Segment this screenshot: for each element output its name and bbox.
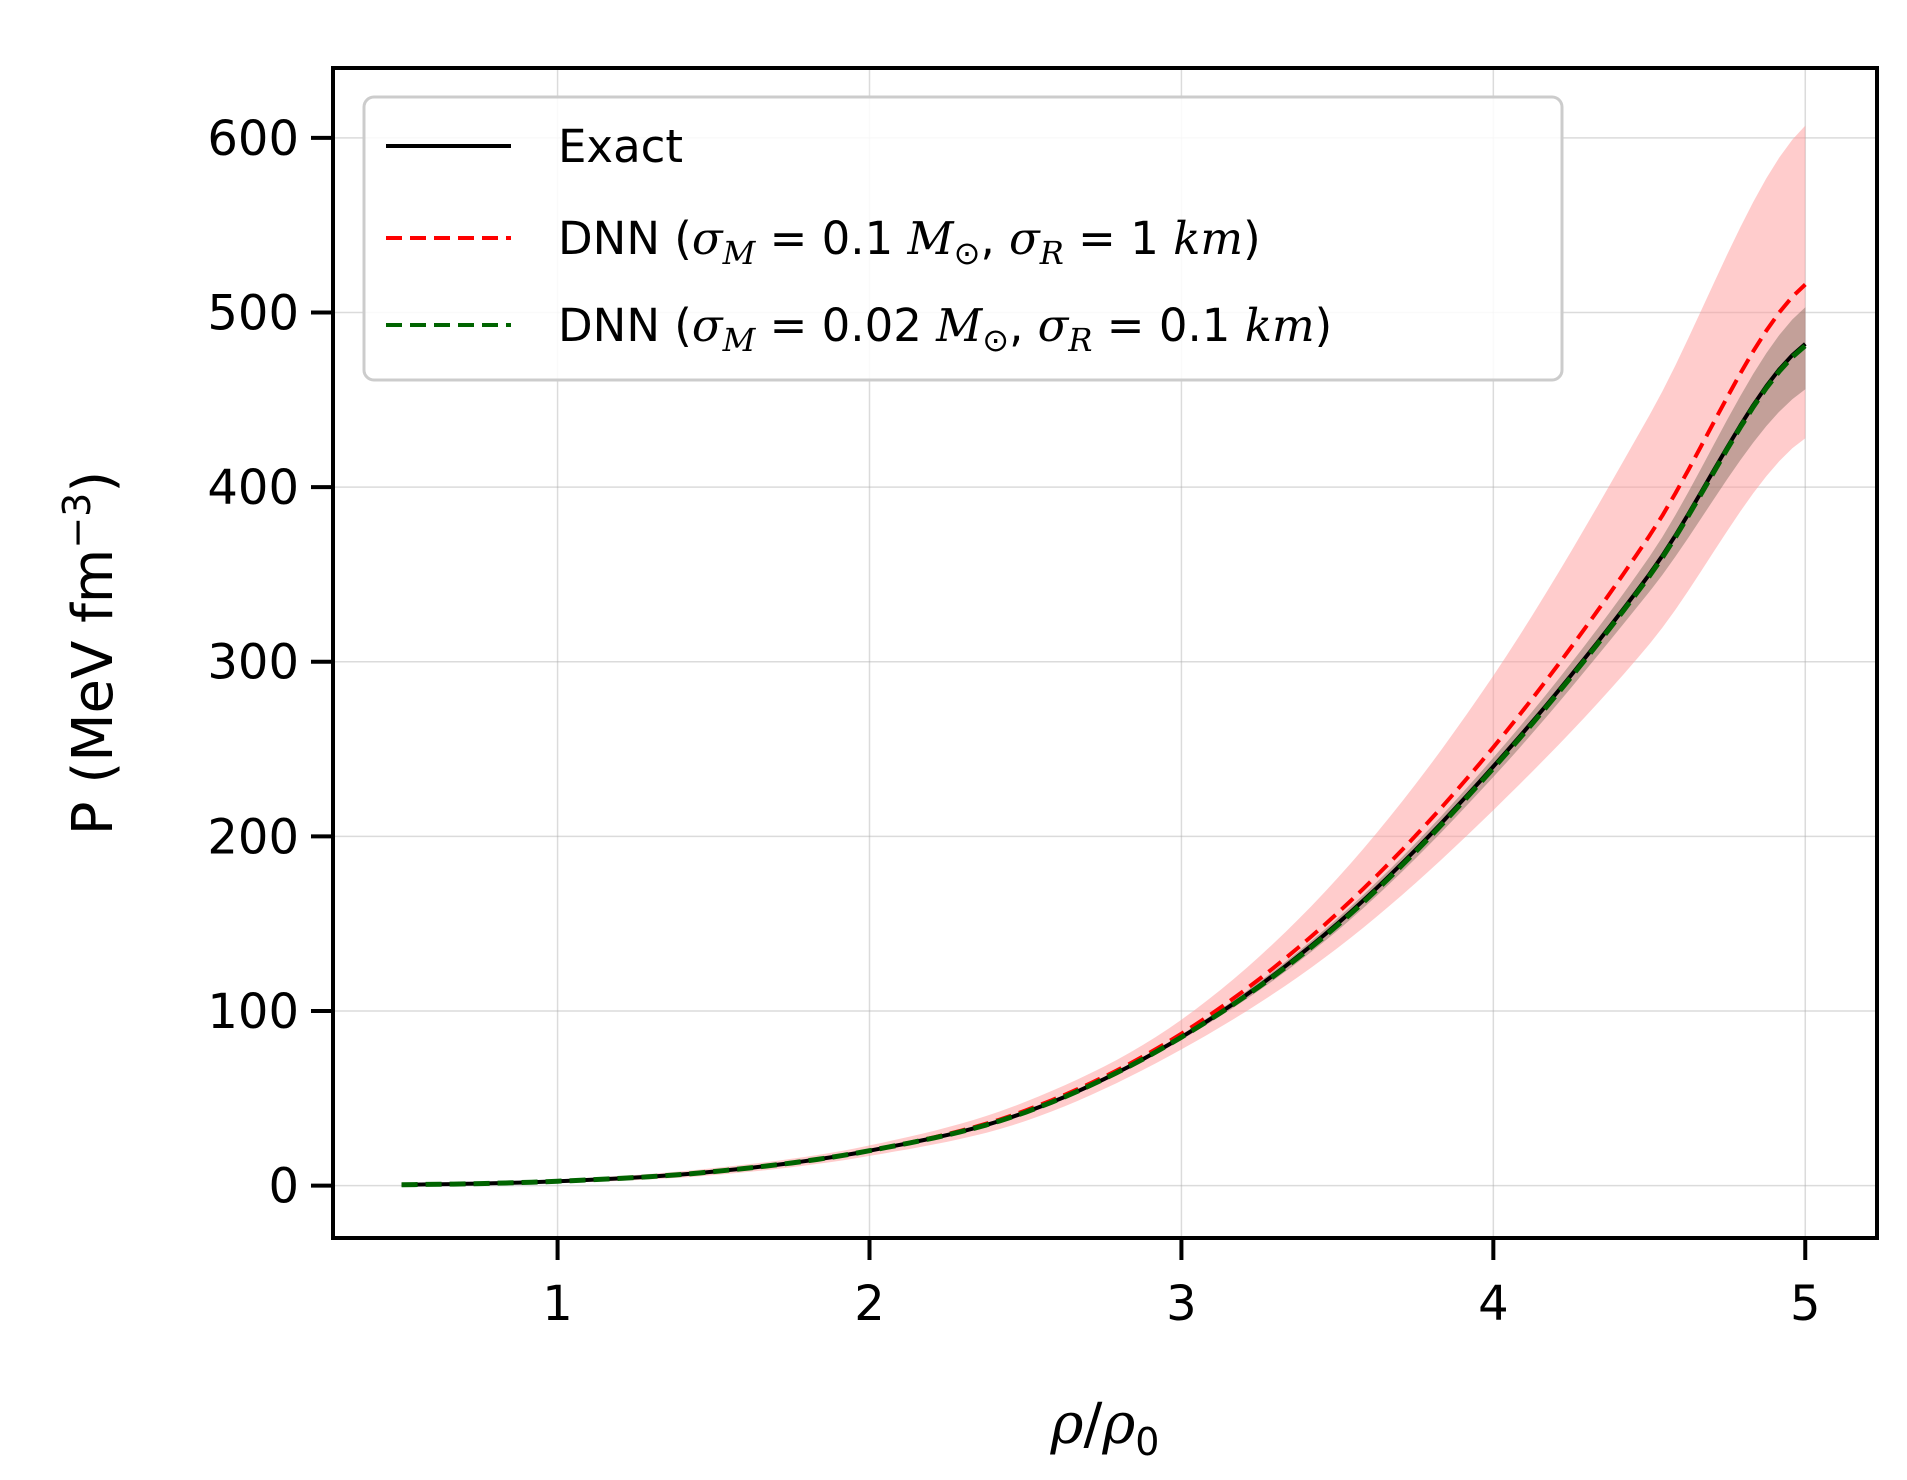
line-exact	[401, 342, 1807, 1187]
x-tick-label: 2	[854, 1276, 885, 1332]
legend-label-dnn-wide: DNN (σM = 0.1 M⊙, σR = 1 km)	[558, 212, 1261, 272]
axis-ticks: 1 2 3 4 5 0 100 200 300 400 500 600	[207, 111, 1820, 1332]
legend-label-dnn-narrow: DNN (σM = 0.02 M⊙, σR = 0.1 km)	[558, 299, 1332, 359]
y-tick-label: 500	[207, 285, 299, 341]
legend: Exact DNN (σM = 0.1 M⊙, σR = 1 km) DNN (…	[362, 95, 1564, 382]
x-tick-label: 4	[1478, 1276, 1509, 1332]
y-tick-label: 400	[207, 460, 299, 516]
series-lines	[401, 283, 1807, 1188]
legend-box	[362, 95, 1564, 382]
x-axis-label: ρ/ρ0	[1050, 1392, 1160, 1464]
line-dnn-wide	[401, 283, 1807, 1187]
legend-label-exact: Exact	[558, 120, 683, 173]
plot-frame	[331, 66, 1879, 1240]
x-label-slash: /	[1083, 1392, 1102, 1457]
y-tick-label: 0	[268, 1159, 299, 1215]
y-label-close: )	[61, 471, 126, 493]
uncertainty-bands	[401, 125, 1806, 1186]
y-tick-label: 600	[207, 111, 299, 167]
band-dnn-wide	[401, 125, 1806, 1186]
y-tick-label: 300	[207, 635, 299, 691]
x-label-rho: ρ	[1050, 1392, 1084, 1457]
y-tick-label: 100	[207, 984, 299, 1040]
y-tick-label: 200	[207, 809, 299, 865]
y-label-main: P (MeV fm	[61, 549, 126, 836]
x-label-rho0: ρ	[1101, 1392, 1135, 1457]
y-label-sup: −3	[55, 493, 99, 549]
x-tick-label: 5	[1790, 1276, 1821, 1332]
y-axis-label: P (MeV fm−3)	[55, 471, 126, 835]
x-label-sub0: 0	[1135, 1420, 1159, 1464]
x-tick-label: 1	[542, 1276, 573, 1332]
x-tick-label: 3	[1166, 1276, 1197, 1332]
